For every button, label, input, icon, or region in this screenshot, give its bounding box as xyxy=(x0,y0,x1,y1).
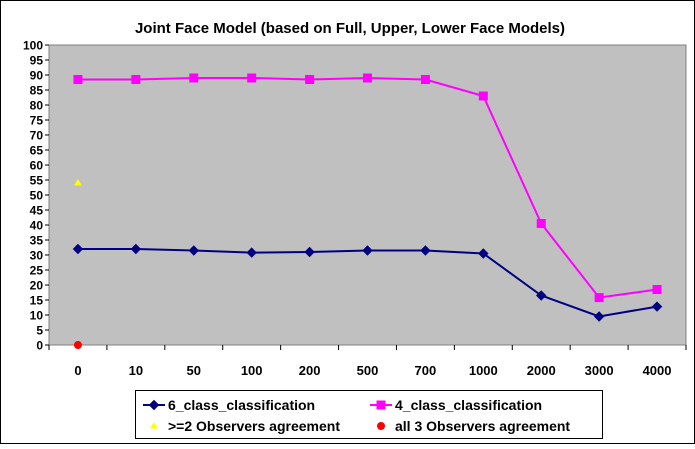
x-tick-label: 1000 xyxy=(469,363,498,378)
x-tick-label: 10 xyxy=(129,363,143,378)
data-point-observers xyxy=(74,179,82,186)
data-point-6_class_classification xyxy=(72,243,84,255)
data-point-4_class_classification xyxy=(420,75,430,84)
x-tick-label: 2000 xyxy=(527,363,556,378)
x-tick-label: 500 xyxy=(357,363,379,378)
chart-title: Joint Face Model (based on Full, Upper, … xyxy=(135,20,565,37)
series-layer xyxy=(72,73,663,322)
data-point-6_class_classification xyxy=(188,245,199,256)
x-tick-label: 3000 xyxy=(585,363,614,378)
plot-area xyxy=(48,44,687,346)
legend xyxy=(135,390,603,439)
y-tick-label: 70 xyxy=(30,129,44,143)
y-tick-label: 50 xyxy=(30,189,44,203)
data-point-6_class_classification xyxy=(420,245,431,256)
data-point-6_class_classification xyxy=(304,246,315,258)
y-tick-label: 65 xyxy=(30,144,44,158)
y-tick-label: 60 xyxy=(30,159,44,173)
data-point-4_class_classification xyxy=(594,293,604,303)
y-axis: 0510152025303540455055606570758085909510… xyxy=(23,39,49,353)
legend-items: 6_class_classification 4_class_classifica… xyxy=(143,397,570,434)
y-tick-label: 45 xyxy=(30,204,44,218)
y-tick-label: 55 xyxy=(30,174,44,188)
data-point-6_class_classification xyxy=(593,311,605,322)
data-point-4_class_classification xyxy=(536,219,546,228)
data-point-6_class_classification xyxy=(651,301,663,312)
y-tick-label: 30 xyxy=(30,249,44,263)
data-point-4_class_classification xyxy=(73,75,83,84)
data-point-6_class_classification xyxy=(478,248,489,259)
data-point-4_class_classification xyxy=(247,73,257,83)
legend-marker xyxy=(150,422,158,429)
data-point-4_class_classification xyxy=(652,285,662,294)
y-tick-label: 75 xyxy=(30,114,44,128)
y-tick-label: 20 xyxy=(30,279,44,293)
data-point-4_class_classification xyxy=(189,73,199,83)
legend-marker xyxy=(377,422,385,430)
data-point-4_class_classification xyxy=(363,73,372,83)
y-tick-label: 5 xyxy=(36,324,43,338)
y-tick-label: 35 xyxy=(30,234,44,248)
y-tick-label: 90 xyxy=(30,69,44,83)
x-tick-label: 100 xyxy=(241,363,263,378)
data-point-4_class_classification xyxy=(131,75,141,84)
y-tick-label: 80 xyxy=(30,99,44,113)
y-tick-label: 100 xyxy=(23,39,43,53)
legend-label: all 3 Observers agreement xyxy=(395,418,570,434)
data-point-4_class_classification xyxy=(305,75,315,84)
y-tick-label: 0 xyxy=(36,339,43,353)
x-tick-label: 200 xyxy=(299,363,321,378)
legend-label: 4_class_classification xyxy=(395,397,542,413)
data-point-6_class_classification xyxy=(536,290,547,301)
x-tick-label: 4000 xyxy=(643,363,672,378)
y-tick-label: 40 xyxy=(30,219,44,233)
legend-marker xyxy=(148,399,160,411)
data-point-observers xyxy=(73,341,82,349)
y-tick-label: 15 xyxy=(30,294,44,308)
data-point-4_class_classification xyxy=(478,91,488,101)
x-axis: 0 10 50 100 200 500 700 1000 2000 3000 4000 xyxy=(48,345,687,378)
points-layer xyxy=(73,179,82,349)
y-tick-label: 10 xyxy=(30,309,44,323)
legend-label: >=2 Observers agreement xyxy=(168,418,340,434)
x-tick-label: 700 xyxy=(415,363,437,378)
legend-marker xyxy=(376,400,386,410)
x-tick-label: 0 xyxy=(74,363,81,378)
y-tick-label: 25 xyxy=(30,264,44,278)
y-tick-label: 95 xyxy=(30,54,44,68)
data-point-6_class_classification xyxy=(362,245,373,256)
y-tick-label: 85 xyxy=(30,84,44,98)
data-point-6_class_classification xyxy=(246,247,257,258)
legend-label: 6_class_classification xyxy=(168,397,315,413)
x-tick-label: 50 xyxy=(187,363,201,378)
data-point-6_class_classification xyxy=(130,243,142,255)
